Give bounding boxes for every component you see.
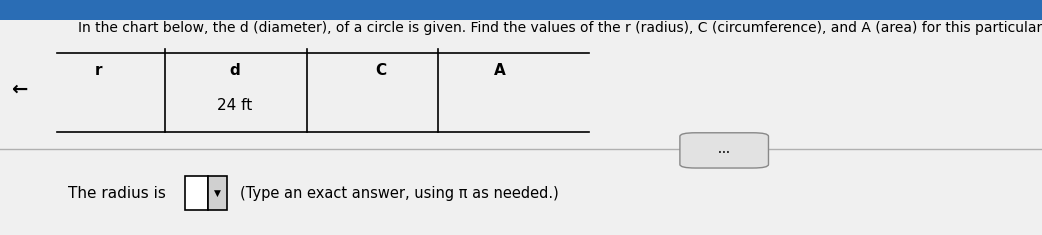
Text: (Type an exact answer, using π as needed.): (Type an exact answer, using π as needed…: [240, 186, 559, 201]
Bar: [208, 176, 227, 210]
Text: C: C: [375, 63, 386, 78]
Bar: [185, 176, 208, 210]
Text: A: A: [494, 63, 506, 78]
Text: The radius is: The radius is: [68, 186, 166, 201]
FancyBboxPatch shape: [679, 133, 768, 168]
Text: ←: ←: [10, 80, 27, 99]
Text: ...: ...: [718, 145, 730, 155]
Text: r: r: [95, 63, 103, 78]
Text: d: d: [229, 63, 240, 78]
Text: 24 ft: 24 ft: [217, 98, 252, 113]
Text: ▼: ▼: [215, 189, 221, 198]
Text: In the chart below, the d (diameter), of a circle is given. Find the values of t: In the chart below, the d (diameter), of…: [78, 21, 1042, 35]
Bar: [0, 0, 1042, 20]
